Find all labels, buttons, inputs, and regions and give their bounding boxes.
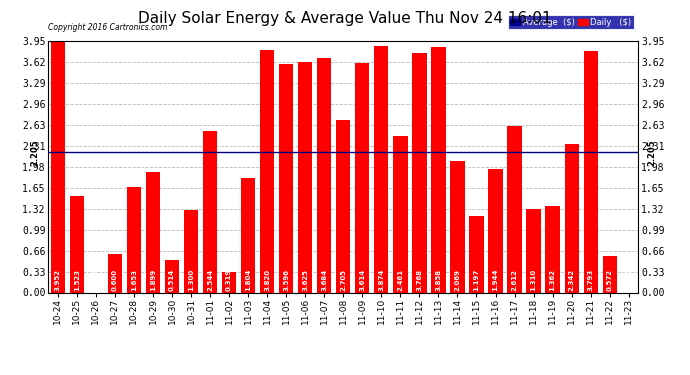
Bar	[165, 260, 179, 292]
Text: 1.362: 1.362	[550, 268, 555, 291]
Bar	[241, 178, 255, 292]
Text: 1.653: 1.653	[131, 268, 137, 291]
Text: Daily Solar Energy & Average Value Thu Nov 24 16:01: Daily Solar Energy & Average Value Thu N…	[138, 11, 552, 26]
Text: 1.523: 1.523	[74, 268, 80, 291]
Text: 3.625: 3.625	[302, 269, 308, 291]
Bar	[489, 169, 502, 292]
Text: 3.768: 3.768	[416, 268, 422, 291]
Bar	[451, 161, 464, 292]
Bar	[374, 46, 388, 292]
Bar	[260, 50, 275, 292]
Text: 2.342: 2.342	[569, 268, 575, 291]
Text: 2.705: 2.705	[340, 268, 346, 291]
Bar	[412, 53, 426, 292]
Bar	[146, 172, 160, 292]
Bar	[469, 216, 484, 292]
Text: 0.514: 0.514	[169, 268, 175, 291]
Bar	[546, 206, 560, 292]
Text: 2.205: 2.205	[30, 139, 39, 165]
Text: 0.600: 0.600	[112, 268, 118, 291]
Text: 3.596: 3.596	[283, 268, 289, 291]
Bar	[602, 256, 617, 292]
Text: 1.300: 1.300	[188, 268, 194, 291]
Bar	[50, 41, 65, 292]
Bar	[317, 58, 331, 292]
Text: 1.899: 1.899	[150, 268, 156, 291]
Text: 2.612: 2.612	[511, 269, 518, 291]
Text: 2.544: 2.544	[207, 268, 213, 291]
Bar	[526, 209, 541, 292]
Text: 3.858: 3.858	[435, 268, 442, 291]
Bar	[279, 64, 293, 292]
Text: 2.205: 2.205	[647, 139, 656, 165]
Bar	[393, 136, 408, 292]
Bar	[431, 47, 446, 292]
Bar	[127, 188, 141, 292]
Text: 3.793: 3.793	[588, 268, 593, 291]
Text: 0.000: 0.000	[626, 268, 632, 291]
Legend: Average  ($), Daily   ($): Average ($), Daily ($)	[508, 15, 634, 29]
Text: 0.000: 0.000	[93, 268, 99, 291]
Bar	[70, 196, 84, 292]
Text: 1.944: 1.944	[493, 268, 498, 291]
Text: 3.874: 3.874	[378, 268, 384, 291]
Text: 1.310: 1.310	[531, 268, 537, 291]
Bar	[184, 210, 198, 292]
Bar	[108, 254, 122, 292]
Text: 3.952: 3.952	[55, 268, 61, 291]
Bar	[507, 126, 522, 292]
Text: 3.820: 3.820	[264, 268, 270, 291]
Text: 2.461: 2.461	[397, 268, 404, 291]
Text: Copyright 2016 Cartronics.com: Copyright 2016 Cartronics.com	[48, 22, 168, 32]
Bar	[203, 130, 217, 292]
Text: 0.572: 0.572	[607, 268, 613, 291]
Bar	[355, 63, 369, 292]
Bar	[564, 144, 579, 292]
Bar	[298, 62, 313, 292]
Text: 1.804: 1.804	[245, 268, 251, 291]
Text: 3.684: 3.684	[322, 268, 327, 291]
Bar	[222, 272, 236, 292]
Bar	[336, 120, 351, 292]
Text: 0.319: 0.319	[226, 268, 232, 291]
Text: 3.614: 3.614	[359, 268, 365, 291]
Text: 2.069: 2.069	[455, 268, 460, 291]
Text: 1.197: 1.197	[473, 268, 480, 291]
Bar	[584, 51, 598, 292]
